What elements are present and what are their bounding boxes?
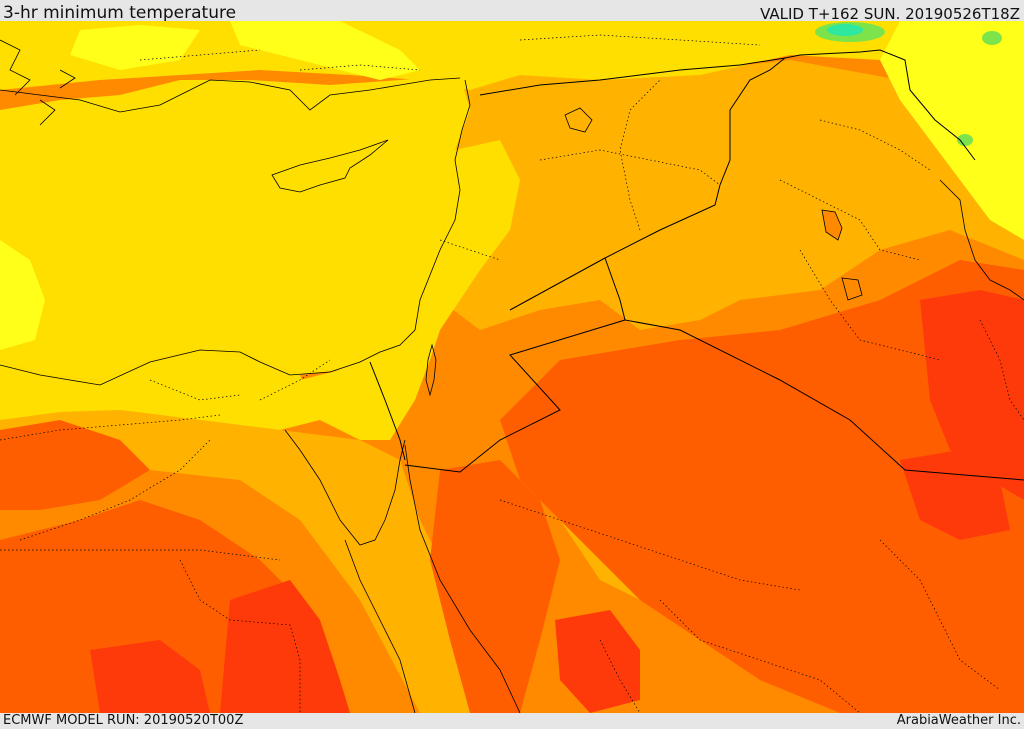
- map-svg: [0, 21, 1024, 713]
- border-egypt-israel: [369, 361, 406, 461]
- coastline-dead-sea: [425, 343, 437, 397]
- fill-red-egypt-south: [220, 580, 350, 713]
- coastline-persian-gulf: [939, 179, 1024, 301]
- fill-red-iraq-south: [920, 290, 1024, 500]
- island-cyprus: [271, 139, 389, 193]
- fill-red-arabia-1: [555, 610, 640, 713]
- coastline-med-south: [0, 79, 471, 386]
- map-title: 3-hr minimum temperature: [3, 3, 237, 23]
- credit-label: ArabiaWeather Inc.: [896, 713, 1021, 728]
- border-syria-iraq: [479, 49, 976, 161]
- fill-lightyellow-cyprus-area: [70, 25, 200, 70]
- model-run-label: ECMWF MODEL RUN: 20190520T00Z: [3, 713, 244, 728]
- valid-time-label: VALID T+162 SUN. 20190526T18Z: [760, 5, 1020, 23]
- temperature-map[interactable]: [0, 21, 1024, 713]
- fill-yellow-levant-coast: [300, 140, 520, 440]
- coastline-red-sea-west: [344, 539, 416, 713]
- fill-lightyellow-northeast: [880, 21, 1024, 240]
- fill-deep-orange-iraq-saudi: [500, 260, 1024, 713]
- border-jordan-iraq-saudi: [604, 57, 1024, 481]
- coastline-red-sea-east: [404, 444, 521, 713]
- province-borders: [0, 34, 1024, 713]
- fill-red-egypt-southwest: [90, 640, 210, 713]
- coastline-aegean: [0, 39, 76, 126]
- fill-red-arabia-2: [900, 450, 1010, 540]
- fill-cyan-spot-1: [827, 24, 863, 36]
- lake-assad: [564, 107, 593, 133]
- title-bar: 3-hr minimum temperature VALID T+162 SUN…: [0, 0, 1024, 23]
- fill-green-spot-3: [957, 134, 973, 146]
- border-jordan-saudi: [404, 257, 626, 473]
- lake-tharthar: [821, 209, 843, 241]
- fill-lightyellow-west: [0, 240, 45, 350]
- fill-yellow-mediterranean: [0, 75, 470, 380]
- fill-deep-orange-egypt-west: [0, 420, 150, 510]
- fill-green-spot-2: [982, 31, 1002, 45]
- coastline-turkey: [0, 77, 461, 113]
- lake-razzaza: [841, 277, 863, 301]
- fill-yellow-nile-delta: [0, 350, 320, 430]
- fill-amber-sinai-egypt: [0, 400, 500, 713]
- fill-lightyellow-north: [230, 21, 420, 80]
- coastline-gulf-suez: [284, 429, 406, 546]
- footer-bar: ECMWF MODEL RUN: 20190520T00Z ArabiaWeat…: [0, 713, 1024, 729]
- fill-deep-orange-hejaz: [430, 460, 560, 713]
